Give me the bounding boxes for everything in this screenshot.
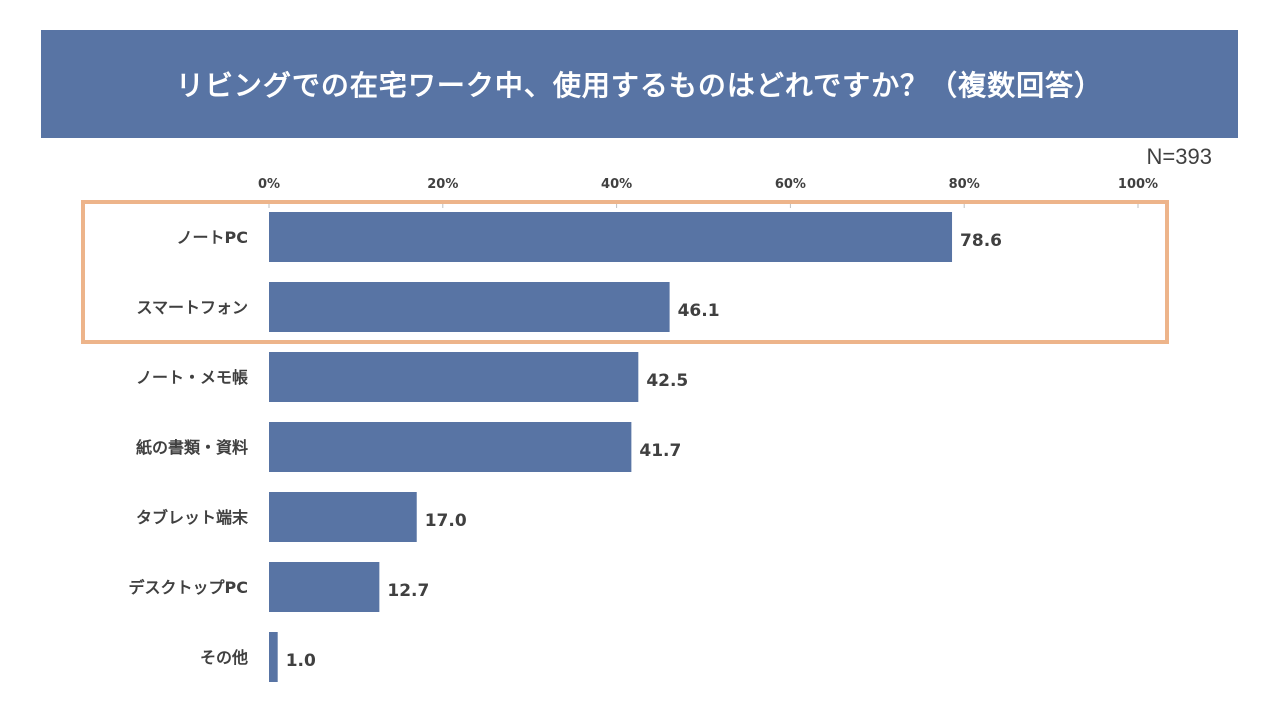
category-label: その他: [200, 648, 248, 667]
bar: [269, 352, 639, 402]
sample-size: N=393: [1146, 144, 1212, 169]
x-tick-label: 20%: [427, 177, 458, 192]
category-label: デスクトップPC: [129, 578, 248, 597]
x-tick-label: 60%: [775, 177, 806, 192]
data-label: 46.1: [678, 301, 720, 321]
category-label: スマートフォン: [136, 298, 248, 317]
bar: [269, 422, 632, 472]
x-tick-label: 100%: [1118, 177, 1158, 192]
bar: [269, 562, 380, 612]
data-label: 42.5: [646, 371, 688, 391]
bar: [269, 492, 417, 542]
highlight-box: [81, 200, 1169, 344]
category-label: ノートPC: [177, 228, 248, 247]
bar: [269, 632, 278, 682]
data-label: 12.7: [387, 581, 429, 601]
data-label: 78.6: [960, 231, 1002, 251]
data-label: 41.7: [639, 441, 681, 461]
bar: [269, 282, 670, 332]
category-label: ノート・メモ帳: [136, 368, 248, 387]
chart-title: リビングでの在宅ワーク中、使用するものはどれですか？（複数回答）: [175, 69, 1104, 102]
data-label: 17.0: [425, 511, 467, 531]
category-label: 紙の書類・資料: [136, 438, 248, 457]
category-label: タブレット端末: [136, 508, 249, 527]
data-label: 1.0: [286, 651, 316, 671]
x-tick-label: 80%: [949, 177, 980, 192]
title-banner: リビングでの在宅ワーク中、使用するものはどれですか？（複数回答）: [41, 30, 1238, 138]
x-tick-label: 40%: [601, 177, 632, 192]
bar: [269, 212, 953, 262]
x-tick-label: 0%: [258, 177, 280, 192]
